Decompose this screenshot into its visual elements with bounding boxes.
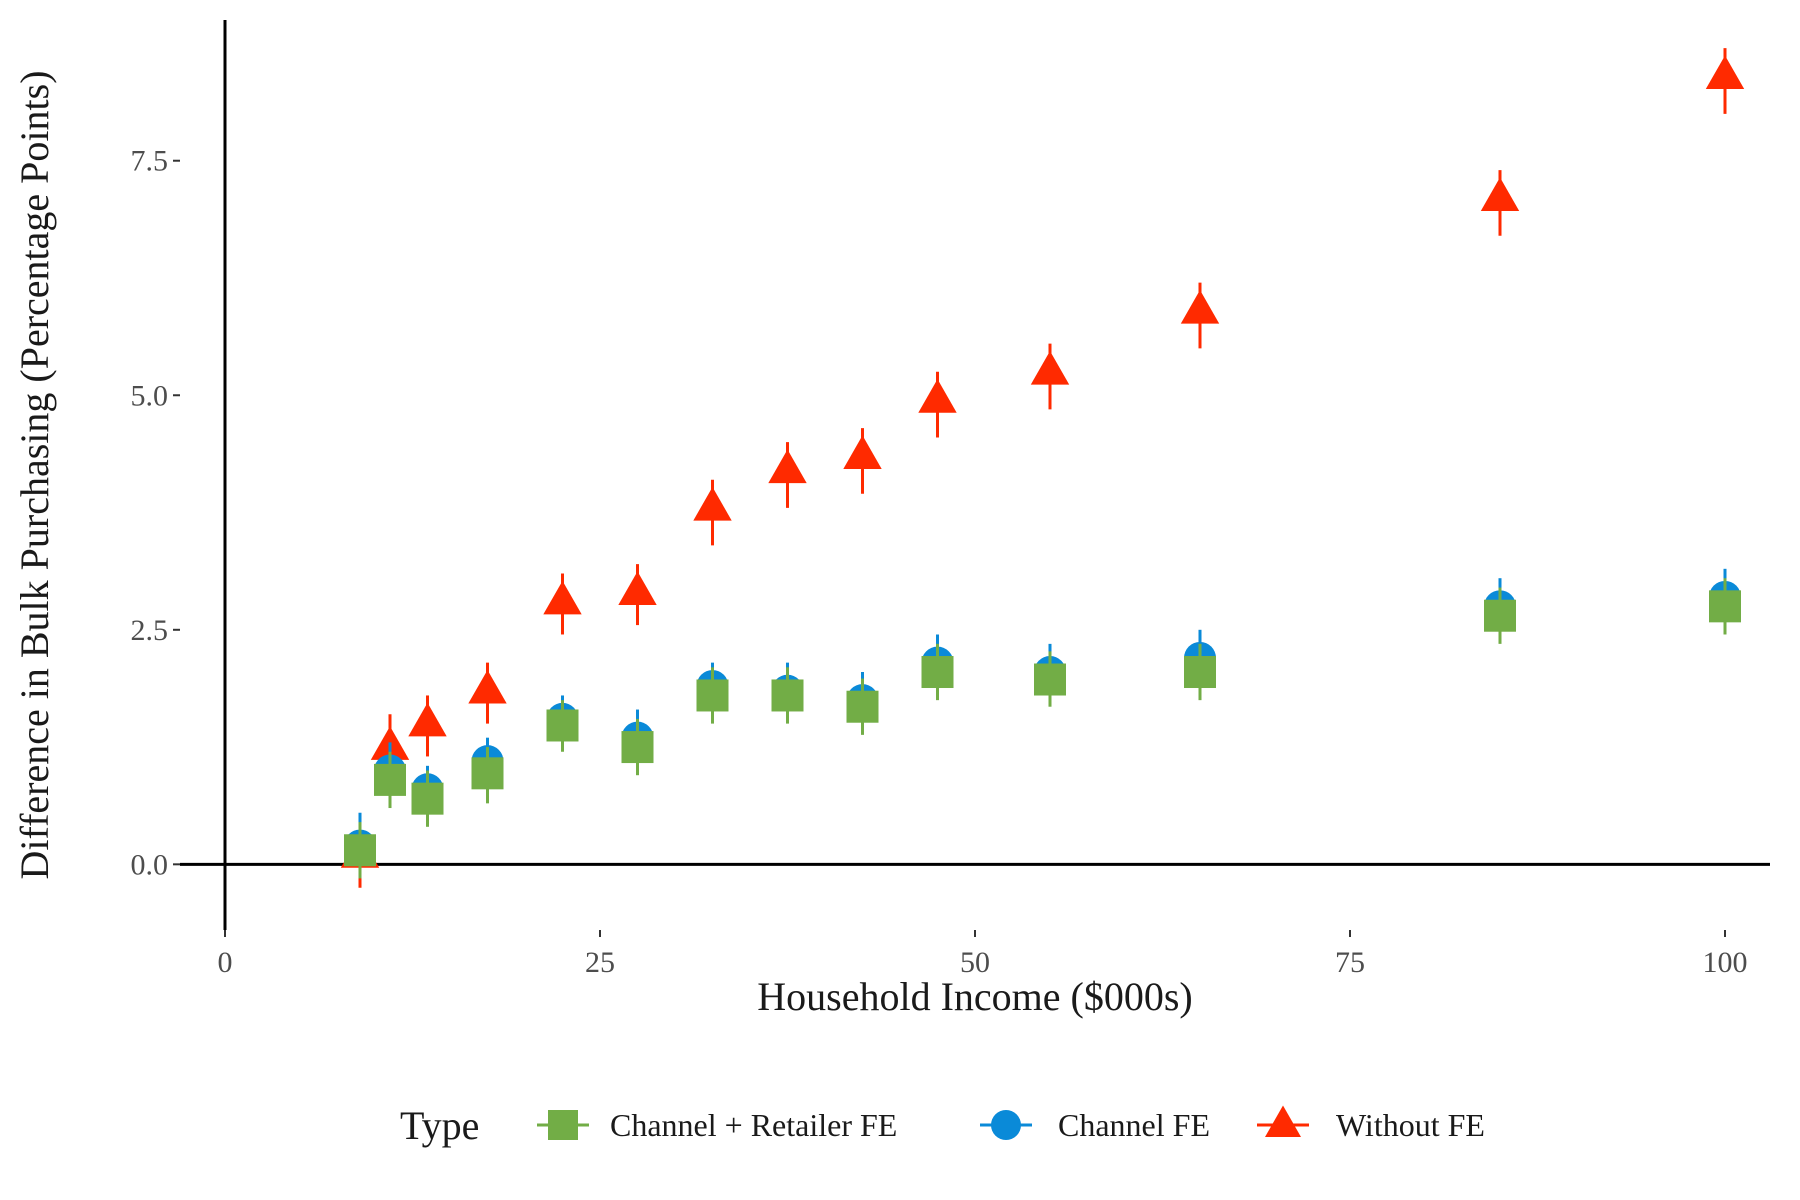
- square-point: [1034, 663, 1066, 696]
- x-tick-label: 100: [1703, 946, 1748, 979]
- square-point: [846, 690, 879, 723]
- legend: Type Channel + Retailer FE Channel FE Witho…: [400, 1103, 1485, 1148]
- triangle-point: [768, 449, 807, 484]
- square-point: [1709, 590, 1741, 623]
- square-point: [1184, 656, 1216, 689]
- square-point: [344, 834, 376, 867]
- triangle-point: [1030, 350, 1070, 385]
- legend-title: Type: [400, 1103, 479, 1148]
- ticks-layer: 0 25 50 75 100 0.0 2.5 5.0 7.5: [131, 145, 1748, 979]
- x-tick-label: 50: [960, 946, 990, 979]
- y-tick-label: 2.5: [131, 614, 169, 647]
- square-point: [771, 679, 804, 712]
- square-point: [411, 782, 444, 815]
- square-point: [696, 679, 729, 712]
- y-tick-label: 5.0: [131, 379, 169, 412]
- marks-layer: [340, 48, 1745, 888]
- square-point: [921, 656, 954, 689]
- triangle-point: [918, 379, 957, 413]
- triangle-point: [543, 580, 582, 615]
- legend-square-icon: [548, 1110, 578, 1140]
- triangle-point: [618, 571, 657, 606]
- x-tick-label: 25: [585, 946, 615, 979]
- square-point: [1484, 599, 1516, 632]
- triangle-point: [843, 435, 882, 470]
- y-tick-label: 0.0: [131, 848, 169, 881]
- x-tick-label: 75: [1335, 946, 1365, 979]
- x-tick-label: 0: [218, 946, 233, 979]
- triangle-point: [408, 702, 447, 737]
- legend-label: Channel FE: [1058, 1107, 1210, 1143]
- legend-circle-icon: [991, 1110, 1021, 1140]
- series-channel-retailer-fe: [344, 578, 1741, 879]
- axes-layer: [180, 20, 1770, 930]
- legend-item: Without FE: [1257, 1105, 1485, 1143]
- legend-item: Channel + Retailer FE: [537, 1107, 897, 1143]
- y-tick-label: 7.5: [131, 145, 169, 178]
- triangle-point: [468, 669, 507, 704]
- series-without-fe: [340, 48, 1745, 888]
- triangle-point: [693, 487, 732, 521]
- y-axis-title: Difference in Bulk Purchasing (Percentag…: [12, 70, 57, 879]
- square-point: [621, 731, 654, 764]
- triangle-point: [1480, 177, 1520, 212]
- legend-label: Channel + Retailer FE: [610, 1107, 897, 1143]
- triangle-point: [1705, 55, 1745, 90]
- square-point: [471, 757, 504, 790]
- x-axis-title: Household Income ($000s): [757, 974, 1192, 1019]
- legend-triangle-icon: [1265, 1105, 1301, 1137]
- triangle-point: [1180, 289, 1220, 324]
- square-point: [546, 709, 579, 742]
- legend-item: Channel FE: [980, 1107, 1210, 1143]
- legend-label: Without FE: [1336, 1107, 1485, 1143]
- square-point: [374, 763, 406, 796]
